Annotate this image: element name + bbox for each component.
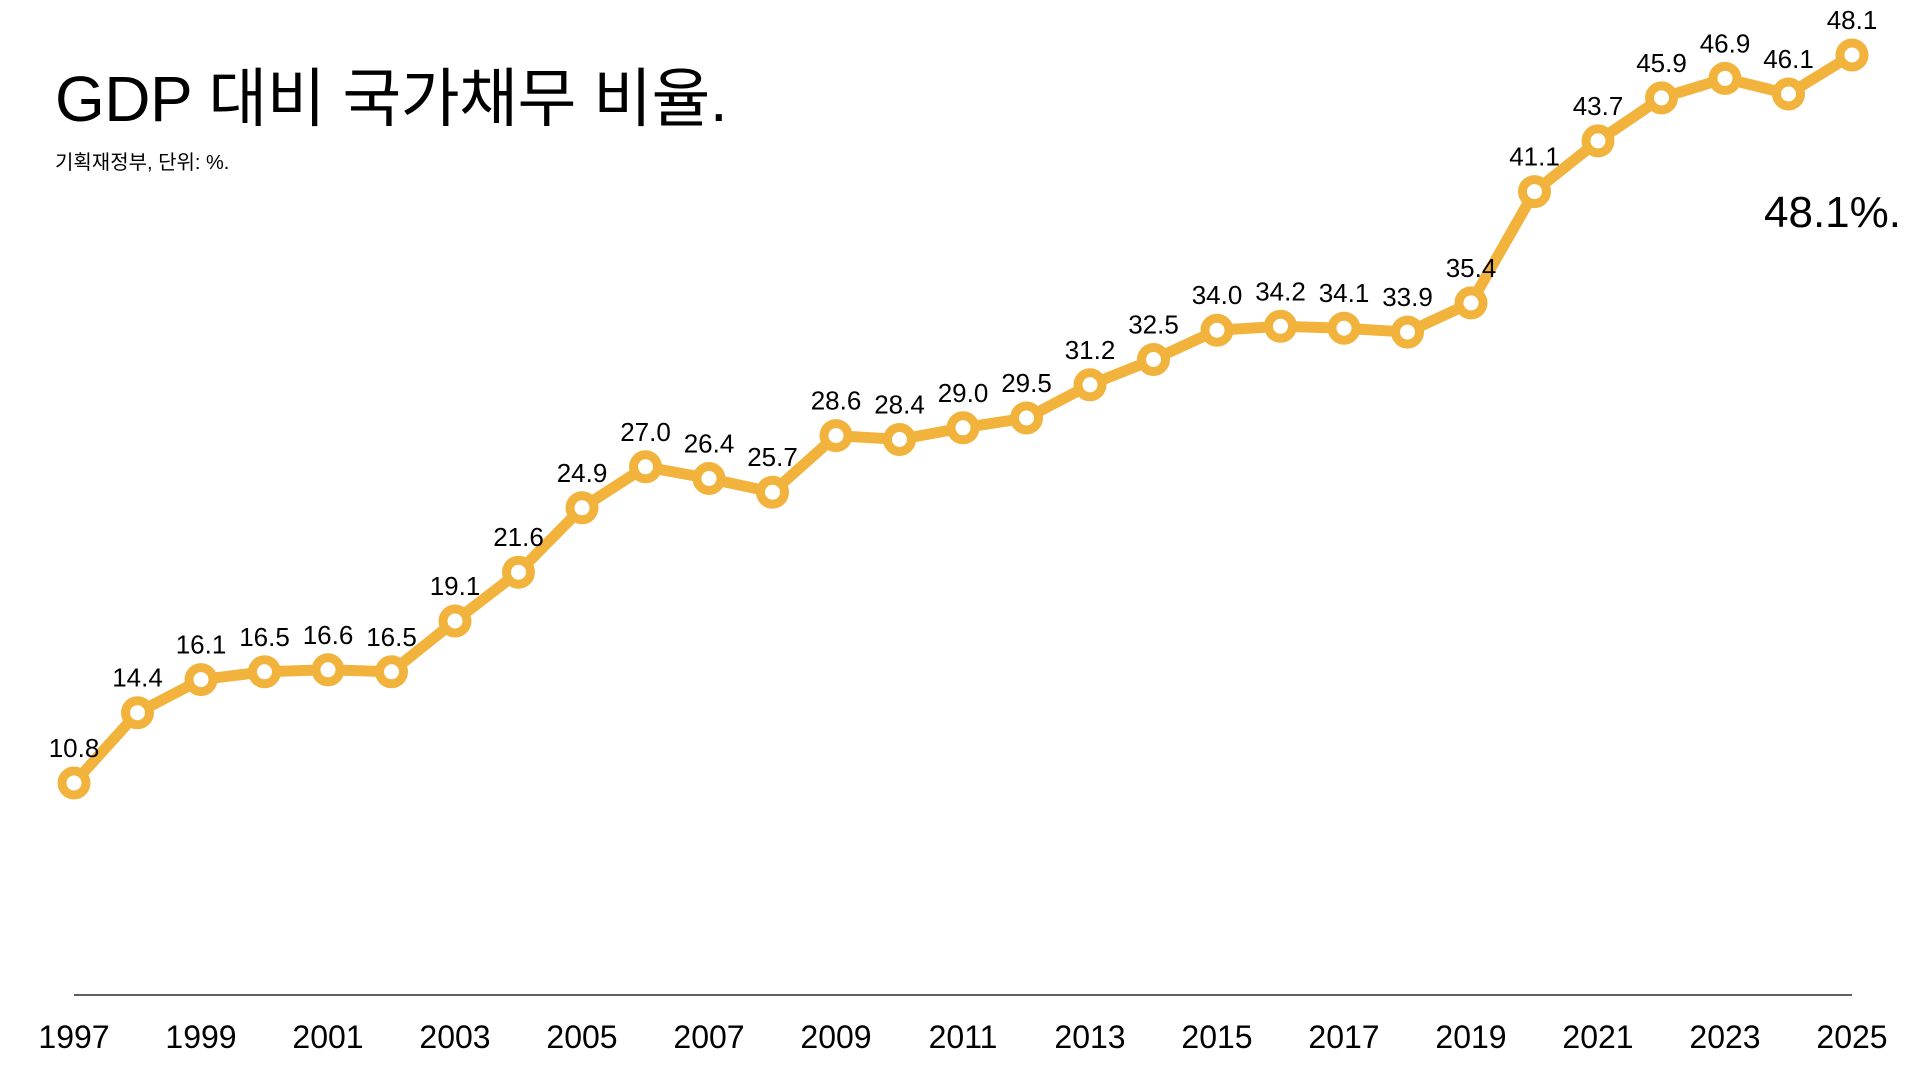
data-label-2019: 35.4 — [1446, 253, 1497, 283]
x-tick-label-2017: 2017 — [1308, 1019, 1379, 1055]
data-point-2010 — [883, 423, 916, 456]
x-tick-label-2019: 2019 — [1435, 1019, 1506, 1055]
data-point-2001 — [311, 653, 345, 687]
x-tick-label-1999: 1999 — [165, 1019, 236, 1055]
data-label-2023: 46.9 — [1700, 28, 1751, 58]
x-tick-label-2013: 2013 — [1054, 1019, 1125, 1055]
data-label-2015: 34.0 — [1192, 280, 1243, 310]
data-point-2004 — [502, 555, 535, 589]
series-layer: 10.8 14.4 16.1 16.5 16.6 16.5 19.1 21.6 24.9 27.0… — [49, 5, 1878, 800]
data-label-2009: 28.6 — [811, 386, 862, 416]
data-point-2017 — [1327, 311, 1361, 345]
data-label-2006: 27.0 — [620, 417, 671, 447]
data-label-2013: 31.2 — [1065, 335, 1116, 365]
data-point-2013 — [1073, 368, 1107, 402]
data-point-2003 — [438, 604, 472, 638]
data-point-2020 — [1518, 175, 1551, 209]
data-point-1998 — [121, 696, 154, 730]
x-tick-label-2021: 2021 — [1562, 1019, 1633, 1055]
data-point-2009 — [819, 419, 853, 453]
x-tick-label-2015: 2015 — [1181, 1019, 1252, 1055]
data-point-2002 — [375, 655, 408, 689]
data-point-2016 — [1264, 309, 1297, 343]
data-label-2024: 46.1 — [1763, 44, 1814, 74]
chart-title: GDP 대비 국가채무 비율. — [55, 63, 728, 135]
data-label-2000: 16.5 — [239, 622, 290, 652]
data-label-2001: 16.6 — [303, 620, 354, 650]
x-tick-label-2009: 2009 — [800, 1019, 871, 1055]
data-point-2008 — [756, 475, 789, 509]
x-tick-label-2025: 2025 — [1816, 1019, 1887, 1055]
data-point-2022 — [1645, 81, 1678, 115]
data-label-2020: 41.1 — [1509, 142, 1560, 172]
data-point-2021 — [1581, 124, 1615, 158]
x-tick-label-2001: 2001 — [292, 1019, 363, 1055]
data-point-2007 — [692, 462, 726, 495]
data-label-2007: 26.4 — [684, 429, 735, 459]
data-point-2024 — [1772, 77, 1805, 111]
x-tick-layer: 1997 1999 2001 2003 2005 2007 2009 2011 2013 2015… — [38, 1019, 1887, 1055]
data-point-1999 — [184, 663, 218, 697]
data-point-2014 — [1137, 343, 1170, 376]
data-label-2021: 43.7 — [1573, 91, 1624, 121]
data-label-2010: 28.4 — [874, 390, 925, 420]
x-tick-label-2005: 2005 — [546, 1019, 617, 1055]
chart-subtitle: 기획재정부, 단위: %. — [55, 152, 230, 174]
data-label-2003: 19.1 — [430, 571, 481, 601]
data-point-2011 — [946, 411, 980, 445]
data-point-2019 — [1454, 286, 1488, 320]
data-label-2008: 25.7 — [747, 442, 798, 472]
latest-value-callout: 48.1%. — [1764, 188, 1901, 237]
data-label-2005: 24.9 — [557, 458, 608, 488]
x-tick-label-2023: 2023 — [1689, 1019, 1760, 1055]
data-label-2022: 45.9 — [1636, 48, 1687, 78]
data-label-2011: 29.0 — [938, 378, 989, 408]
data-label-1998: 14.4 — [112, 663, 163, 693]
x-tick-label-2007: 2007 — [673, 1019, 744, 1055]
data-label-2014: 32.5 — [1128, 310, 1179, 340]
data-point-2023 — [1708, 61, 1742, 95]
data-point-2000 — [248, 655, 281, 689]
data-label-2017: 34.1 — [1319, 278, 1370, 308]
data-label-2004: 21.6 — [493, 522, 544, 552]
data-point-2018 — [1391, 315, 1424, 349]
data-point-2005 — [565, 491, 599, 525]
data-point-2006 — [629, 450, 662, 484]
data-label-1997: 10.8 — [49, 733, 100, 763]
data-point-2012 — [1010, 401, 1043, 435]
data-label-2012: 29.5 — [1001, 368, 1052, 398]
x-tick-label-2011: 2011 — [929, 1019, 998, 1055]
data-label-2016: 34.2 — [1255, 276, 1306, 306]
data-label-1999: 16.1 — [176, 630, 227, 660]
data-label-2018: 33.9 — [1382, 282, 1433, 312]
data-label-2025: 48.1 — [1827, 5, 1878, 35]
data-point-2015 — [1200, 313, 1234, 347]
x-tick-label-1997: 1997 — [38, 1019, 109, 1055]
data-point-1997 — [57, 766, 91, 800]
data-point-2025 — [1835, 38, 1869, 72]
data-label-2002: 16.5 — [366, 622, 417, 652]
x-tick-label-2003: 2003 — [419, 1019, 490, 1055]
